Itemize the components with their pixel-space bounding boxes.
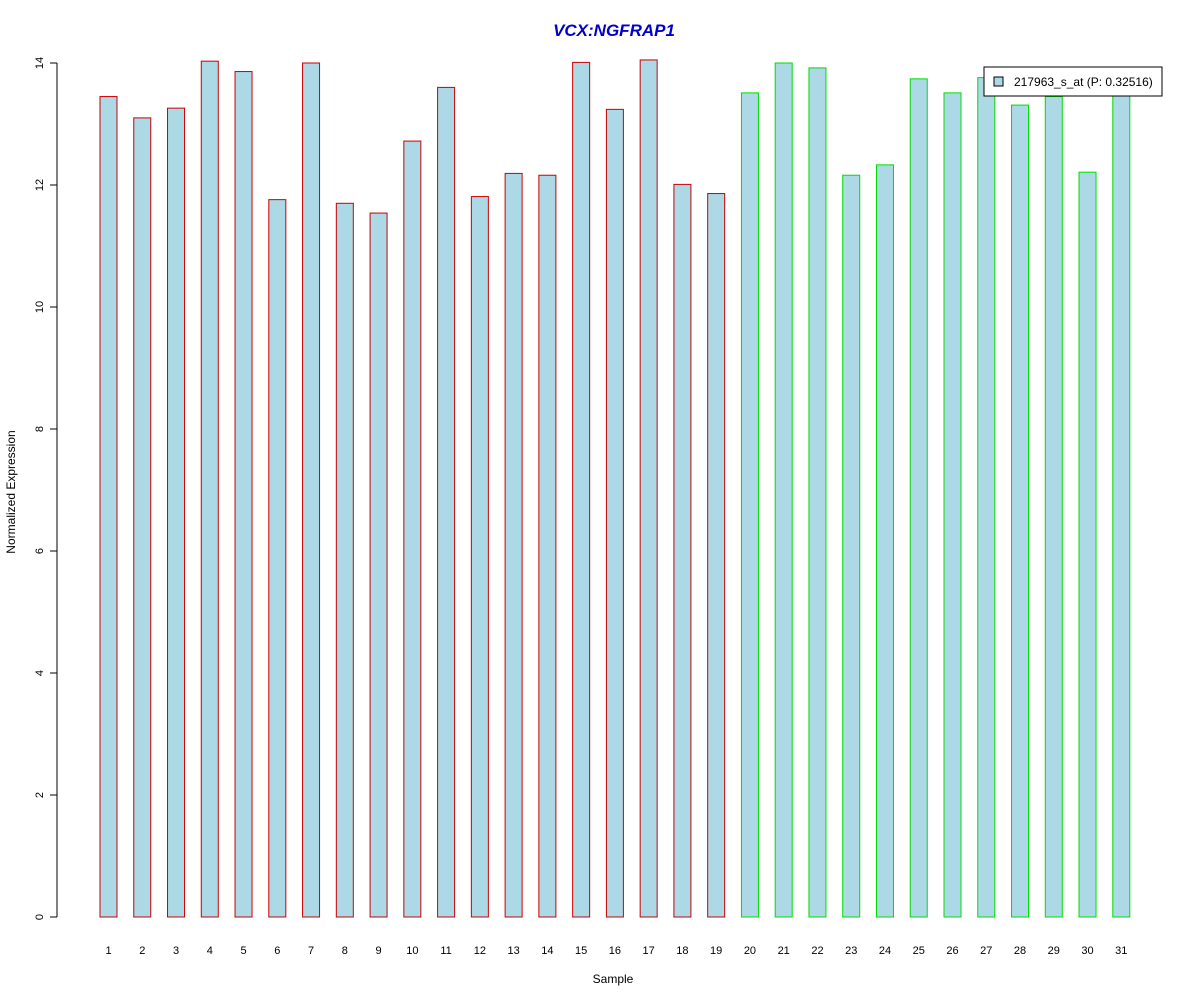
x-tick-label: 4 [207,945,213,957]
x-tick-label: 9 [376,945,382,957]
y-tick-label: 12 [34,179,46,191]
bar-sample-27 [977,77,996,918]
x-tick-label: 29 [1048,945,1060,957]
legend-swatch [993,76,1004,87]
x-tick-label: 5 [240,945,246,957]
bar-sample-12 [470,196,489,918]
bar-sample-2 [133,117,152,918]
bar-sample-24 [875,164,894,918]
bar-sample-11 [437,86,456,918]
x-tick-label: 16 [609,945,621,957]
bar-sample-6 [268,199,287,918]
bar-sample-28 [1011,104,1030,918]
x-tick-label: 20 [744,945,756,957]
x-tick-label: 6 [274,945,280,957]
y-tick-label: 14 [34,57,46,69]
y-tick-label: 2 [34,792,46,798]
legend-label: 217963_s_at (P: 0.32516) [1014,75,1153,89]
x-tick-label: 1 [105,945,111,957]
bar-sample-21 [774,62,793,918]
bar-sample-3 [167,107,186,918]
x-tick-label: 27 [980,945,992,957]
x-tick-label: 7 [308,945,314,957]
bars [99,59,1131,918]
x-tick-label: 21 [778,945,790,957]
bar-sample-9 [369,212,388,918]
x-tick-label: 18 [676,945,688,957]
x-tick-labels: 1 2 3 4 5 6 7 8 9 10 11 12 13 14 15 16 17 18 19 20 21 22 23 24 2… [105,945,1127,957]
x-tick-label: 12 [474,945,486,957]
y-tick-label: 6 [34,548,46,554]
legend-box [983,66,1163,97]
bar-sample-1 [99,96,118,918]
bar-sample-26 [943,92,962,918]
y-axis-label: Normalized Expression [4,430,18,553]
x-tick-label: 19 [710,945,722,957]
bar-sample-20 [740,92,759,918]
bar-sample-18 [673,183,692,918]
x-tick-label: 11 [440,945,451,957]
x-tick-label: 14 [541,945,553,957]
bar-sample-29 [1044,96,1063,918]
x-tick-label: 15 [575,945,587,957]
x-tick-label: 31 [1115,945,1127,957]
x-tick-label: 22 [811,945,823,957]
x-axis-label: Sample [593,972,634,986]
x-tick-label: 2 [139,945,145,957]
bar-sample-31 [1112,93,1131,918]
bar-sample-16 [605,108,624,918]
y-tick-label: 0 [34,914,46,920]
bar-sample-30 [1078,171,1097,918]
y-tick-label: 8 [34,426,46,432]
x-tick-label: 17 [643,945,655,957]
x-tick-label: 13 [507,945,519,957]
x-tick-label: 10 [406,945,418,957]
bar-sample-14 [538,174,557,918]
x-tick-label: 26 [946,945,958,957]
x-tick-label: 8 [342,945,348,957]
x-tick-label: 3 [173,945,179,957]
x-tick-label: 23 [845,945,857,957]
bar-sample-5 [234,71,253,918]
bar-sample-22 [808,67,827,918]
x-tick-label: 30 [1081,945,1093,957]
bar-sample-15 [572,61,591,918]
chart-title: VCX:NGFRAP1 [553,21,675,40]
x-tick-label: 24 [879,945,891,957]
bar-sample-7 [302,62,321,918]
y-tick-label: 10 [34,301,46,313]
bar-sample-23 [842,174,861,918]
x-tick-label: 25 [913,945,925,957]
bar-sample-8 [335,202,354,918]
bar-sample-13 [504,172,523,918]
bar-sample-25 [909,78,928,918]
bar-sample-19 [707,193,726,918]
bar-sample-10 [403,140,422,918]
y-tick-label: 4 [34,670,46,676]
y-axis: 0 2 4 6 8 10 12 14 [34,57,58,920]
legend: 217963_s_at (P: 0.32516) [983,66,1163,97]
bar-sample-17 [639,59,658,918]
bar-sample-4 [200,60,219,918]
x-tick-label: 28 [1014,945,1026,957]
